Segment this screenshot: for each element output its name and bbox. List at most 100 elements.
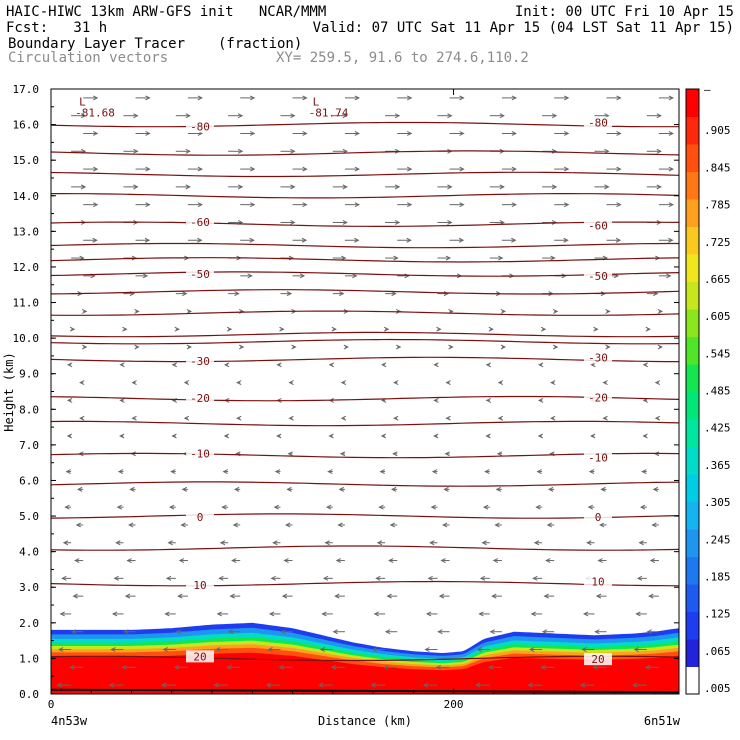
vector-head <box>111 611 118 617</box>
temperature-contour-20 <box>51 655 679 662</box>
vector-head <box>145 202 151 208</box>
vector-head <box>124 593 131 599</box>
vector-head <box>491 593 497 599</box>
vector-head <box>219 540 226 546</box>
vector-head <box>328 362 335 368</box>
vector-head <box>69 326 76 332</box>
vector-head <box>286 486 292 492</box>
vector-head <box>604 184 610 190</box>
vector-head <box>285 522 291 528</box>
vector-head <box>180 522 186 528</box>
colorbar-swatch <box>686 446 699 475</box>
y-tick-label: 5.0 <box>19 510 39 523</box>
forecast-hour: Fcst: 31 h <box>6 20 108 36</box>
vector-head <box>459 166 465 172</box>
vector-head <box>550 415 556 421</box>
vector-head <box>541 629 548 635</box>
vector-head <box>485 433 491 439</box>
colorbar-label: – <box>704 83 711 96</box>
vector-head <box>233 486 240 492</box>
vector-head <box>586 540 592 546</box>
vector-head <box>283 558 289 563</box>
vector-head <box>249 95 256 101</box>
vector-head <box>487 664 494 670</box>
vector-head <box>388 558 394 563</box>
vector-head <box>237 113 244 119</box>
x-tick-label: 0 <box>48 698 55 711</box>
colorbar-swatch <box>686 584 699 612</box>
vector-head <box>394 113 401 119</box>
vector-head <box>431 469 438 475</box>
vector-head <box>274 469 281 475</box>
contour-label--20: -20 <box>588 391 608 404</box>
vector-head <box>381 362 387 368</box>
vector-head <box>123 629 129 635</box>
vector-head <box>115 540 121 546</box>
vector-head <box>600 486 606 492</box>
vector-head <box>273 504 279 510</box>
vector-head <box>267 647 273 652</box>
vector-head <box>373 611 379 617</box>
vector-head <box>406 237 412 243</box>
vector-head <box>499 184 505 190</box>
contour-label-bg <box>186 579 214 592</box>
vector-head <box>551 148 558 154</box>
vector-head <box>427 575 433 581</box>
circulation-vectors <box>56 95 674 688</box>
contour-label-bg <box>186 120 214 133</box>
x-end-label: 6n51w <box>644 714 681 728</box>
vector-head <box>445 255 452 261</box>
vector-head <box>592 664 598 670</box>
vector-head <box>459 131 465 136</box>
vector-head <box>533 540 540 546</box>
vector-head <box>80 184 87 190</box>
vector-head <box>318 682 324 688</box>
vector-head <box>129 486 135 492</box>
vector-head <box>340 380 347 386</box>
vector-head <box>511 237 517 243</box>
vector-head <box>79 380 85 386</box>
contour-label--30: -30 <box>190 355 210 368</box>
colorbar-swatch <box>686 611 699 640</box>
vector-head <box>133 148 139 154</box>
vector-head <box>563 95 570 101</box>
vector-head <box>197 237 203 243</box>
contour-label-bg <box>186 650 214 663</box>
vector-head <box>270 575 276 581</box>
vector-head <box>478 611 484 617</box>
tracer-band-7 <box>51 652 679 694</box>
vector-head <box>229 593 235 599</box>
vector-head <box>488 326 494 332</box>
colorbar-swatch <box>686 501 699 530</box>
axes: 0.0 1.0 2.0 3.0 4.0 5.0 6.0 7.0 8.0 9.0 10.0 11.0 12… <box>13 83 679 711</box>
field-units: (fraction) <box>218 36 303 52</box>
vector-head <box>392 451 398 457</box>
colorbar-swatch <box>686 474 699 502</box>
contour-label-bg <box>186 392 214 405</box>
vector-head <box>638 540 644 546</box>
vector-head <box>535 504 541 510</box>
colorbar-label: .485 <box>704 385 731 398</box>
colorbar-label: .125 <box>704 608 731 621</box>
vector-head <box>433 362 439 368</box>
vector-head <box>185 148 191 154</box>
vector-head <box>354 166 360 172</box>
vector-head <box>108 682 115 688</box>
colorbar-label: .305 <box>704 496 731 509</box>
vector-head <box>370 682 376 688</box>
vector-head <box>406 131 413 136</box>
vector-head <box>648 593 654 599</box>
contour-label-10: 10 <box>193 579 206 592</box>
vector-head <box>383 664 389 670</box>
vector-head <box>479 575 486 581</box>
vector-head <box>590 362 596 368</box>
vector-head <box>290 220 296 225</box>
vector-head <box>445 380 451 386</box>
contour-label-10: 10 <box>591 576 604 589</box>
vector-head <box>605 344 611 350</box>
vector-head <box>67 397 73 403</box>
vector-head <box>338 486 344 492</box>
vector-head <box>319 647 326 652</box>
contour-label-bg <box>186 510 214 523</box>
vector-head <box>597 558 603 563</box>
